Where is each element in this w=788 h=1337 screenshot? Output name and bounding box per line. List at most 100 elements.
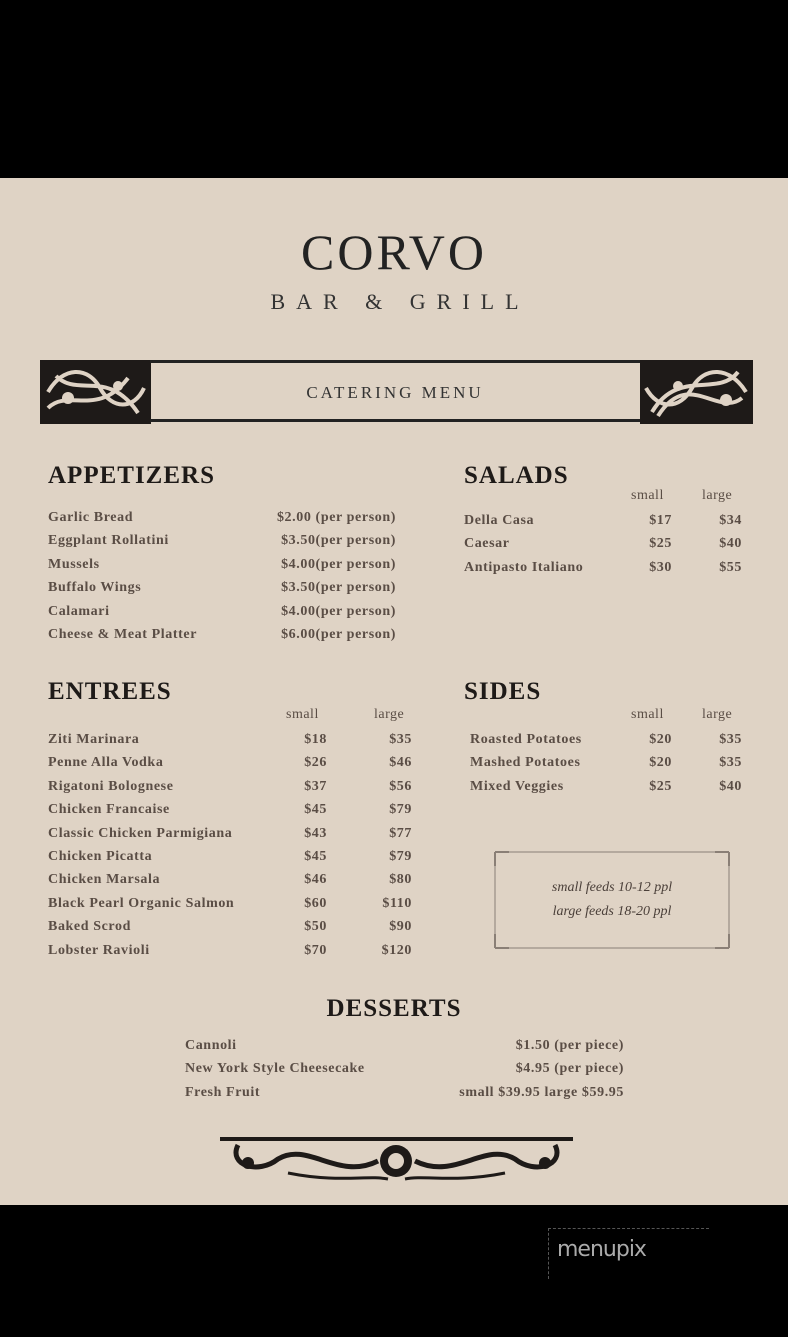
item-large: $34 — [719, 513, 742, 528]
appetizers-item: Garlic Bread $2.00 (per person) — [0, 506, 788, 529]
watermark: menupix — [548, 1228, 709, 1279]
note-large: large feeds 18-20 ppl — [552, 904, 672, 919]
entrees-item: Chicken Picatta $45 $79 — [0, 845, 788, 868]
entrees-item: Lobster Ravioli $70 $120 — [0, 939, 788, 962]
entrees-large-label: large — [374, 707, 405, 722]
banner-frame — [150, 360, 640, 422]
desserts-item: Fresh Fruit small $39.95 large $59.95 — [0, 1081, 788, 1104]
desserts-item: Cannoli $1.50 (per piece) — [0, 1034, 788, 1057]
item-name: Mashed Potatoes — [470, 755, 581, 771]
item-name: Della Casa — [464, 513, 535, 528]
entrees-small-label: small — [286, 707, 319, 722]
salads-small-label: small — [631, 488, 664, 503]
watermark-text: menupix — [557, 1237, 647, 1262]
item-name: Chicken Marsala — [48, 872, 161, 888]
item-name: Garlic Bread — [48, 510, 134, 525]
salads-heading: SALADS — [464, 462, 569, 489]
sides-large-label: large — [702, 707, 733, 722]
item-small: $46 — [304, 872, 327, 888]
item-name: Mixed Veggies — [470, 778, 564, 794]
item-name: Chicken Picatta — [48, 849, 153, 864]
item-large: $46 — [389, 755, 412, 771]
entrees-item: Baked Scrod $50 $90 — [0, 915, 788, 938]
appetizers-item: Mussels $4.00(per person) — [0, 553, 788, 576]
item-large: $40 — [719, 536, 742, 552]
portion-note-box: small feeds 10-12 ppl large feeds 18-20 … — [493, 850, 731, 950]
note-frame-icon — [494, 851, 730, 949]
item-price: small $39.95 large $59.95 — [459, 1084, 624, 1100]
item-small: $45 — [304, 849, 327, 864]
item-price: $4.95 (per piece) — [515, 1061, 624, 1077]
left-ornament-icon — [40, 360, 151, 424]
appetizers-item: Calamari $4.00(per person) — [0, 600, 788, 623]
item-name: Eggplant Rollatini — [48, 533, 169, 549]
note-small: small feeds 10-12 ppl — [551, 880, 673, 895]
sides-item: Roasted Potatoes $20 $35 — [0, 728, 788, 751]
item-large: $56 — [389, 778, 412, 794]
item-price: $1.50 (per piece) — [515, 1038, 624, 1053]
bottom-ornament-icon — [220, 1137, 573, 1181]
banner-title: CATERING MENU — [306, 383, 484, 402]
appetizers-heading: APPETIZERS — [48, 462, 215, 489]
item-price: $4.00(per person) — [281, 603, 396, 619]
item-small: $25 — [649, 778, 672, 794]
item-name: Calamari — [48, 603, 110, 619]
item-price: $4.00(per person) — [281, 556, 396, 572]
entrees-item: Classic Chicken Parmigiana $43 $77 — [0, 822, 788, 845]
item-name: Rigatoni Bolognese — [48, 778, 174, 794]
salads-large-label: large — [702, 488, 733, 503]
item-price: $3.50(per person) — [281, 533, 396, 549]
entrees-item: Penne Alla Vodka $26 $46 — [0, 751, 788, 774]
item-name: Buffalo Wings — [48, 580, 142, 596]
menu-page — [0, 178, 788, 1205]
item-small: $37 — [304, 778, 327, 794]
item-small: $26 — [304, 755, 327, 771]
salads-item: Caesar $25 $40 — [0, 532, 788, 555]
entrees-heading: ENTREES — [48, 678, 172, 705]
entrees-item: Ziti Marinara $18 $35 — [0, 728, 788, 751]
item-name: Fresh Fruit — [185, 1084, 261, 1100]
desserts-item: New York Style Cheesecake $4.95 (per piec… — [0, 1057, 788, 1080]
item-large: $79 — [389, 802, 412, 818]
item-name: Penne Alla Vodka — [48, 755, 164, 771]
item-small: $60 — [304, 895, 327, 911]
item-small: $17 — [649, 513, 672, 528]
item-name: Roasted Potatoes — [470, 732, 582, 747]
salads-item: Antipasto Italiano $30 $55 — [0, 556, 788, 579]
entrees-item: Rigatoni Bolognese $37 $56 — [0, 775, 788, 798]
item-small: $20 — [649, 755, 672, 771]
item-price: $6.00(per person) — [281, 627, 396, 642]
sides-heading: SIDES — [464, 678, 542, 705]
item-small: $30 — [649, 559, 672, 575]
item-small: $25 — [649, 536, 672, 552]
item-name: Classic Chicken Parmigiana — [48, 825, 233, 841]
sides-small-label: small — [631, 707, 664, 722]
item-large: $35 — [389, 732, 412, 747]
appetizers-item: Cheese & Meat Platter $6.00(per person) — [0, 623, 788, 646]
item-price: $2.00 (per person) — [276, 510, 396, 525]
entrees-item: Black Pearl Organic Salmon $60 $110 — [0, 892, 788, 915]
item-name: Lobster Ravioli — [48, 942, 150, 958]
item-large: $77 — [389, 825, 412, 841]
item-name: Mussels — [48, 556, 100, 572]
appetizers-item: Eggplant Rollatini $3.50(per person) — [0, 529, 788, 552]
item-small: $50 — [304, 919, 327, 935]
item-name: New York Style Cheesecake — [185, 1061, 365, 1077]
item-small: $70 — [304, 942, 327, 958]
item-large: $40 — [719, 778, 742, 794]
item-name: Caesar — [464, 536, 510, 552]
item-name: Black Pearl Organic Salmon — [48, 895, 235, 911]
item-large: $120 — [381, 942, 412, 958]
salads-item: Della Casa $17 $34 — [0, 509, 788, 532]
item-name: Ziti Marinara — [48, 732, 140, 747]
item-large: $80 — [389, 872, 412, 888]
item-large: $55 — [719, 559, 742, 575]
item-name: Cannoli — [185, 1038, 237, 1053]
item-price: $3.50(per person) — [281, 580, 396, 596]
entrees-item: Chicken Marsala $46 $80 — [0, 868, 788, 891]
item-small: $18 — [304, 732, 327, 747]
entrees-item: Chicken Francaise $45 $79 — [0, 798, 788, 821]
item-small: $20 — [649, 732, 672, 747]
right-ornament-icon — [640, 360, 753, 424]
restaurant-subtitle: BAR & GRILL — [270, 289, 530, 314]
